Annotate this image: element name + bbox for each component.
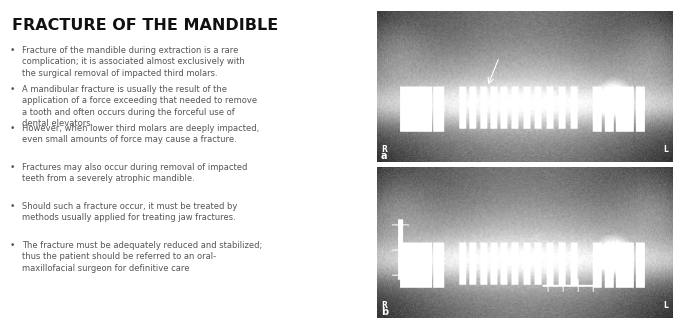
Text: a: a (381, 152, 388, 161)
Text: Should such a fracture occur, it must be treated by
methods usually applied for : Should such a fracture occur, it must be… (22, 202, 237, 222)
Text: R: R (381, 145, 387, 154)
Text: R: R (381, 301, 387, 310)
Text: •: • (10, 85, 16, 94)
Text: A mandibular fracture is usually the result of the
application of a force exceed: A mandibular fracture is usually the res… (22, 85, 257, 128)
Text: •: • (10, 241, 16, 250)
Text: •: • (10, 163, 16, 172)
Text: •: • (10, 124, 16, 133)
Text: Fractures may also occur during removal of impacted
teeth from a severely atroph: Fractures may also occur during removal … (22, 163, 248, 183)
Text: b: b (381, 307, 388, 317)
Text: However, when lower third molars are deeply impacted,
even small amounts of forc: However, when lower third molars are dee… (22, 124, 259, 144)
Text: The fracture must be adequately reduced and stabilized;
thus the patient should : The fracture must be adequately reduced … (22, 241, 262, 273)
Text: Fracture of the mandible during extraction is a rare
complication; it is associa: Fracture of the mandible during extracti… (22, 46, 245, 78)
Text: L: L (664, 145, 668, 154)
Text: L: L (664, 301, 668, 310)
Text: •: • (10, 46, 16, 55)
Text: •: • (10, 202, 16, 211)
Text: FRACTURE OF THE MANDIBLE: FRACTURE OF THE MANDIBLE (12, 18, 278, 33)
